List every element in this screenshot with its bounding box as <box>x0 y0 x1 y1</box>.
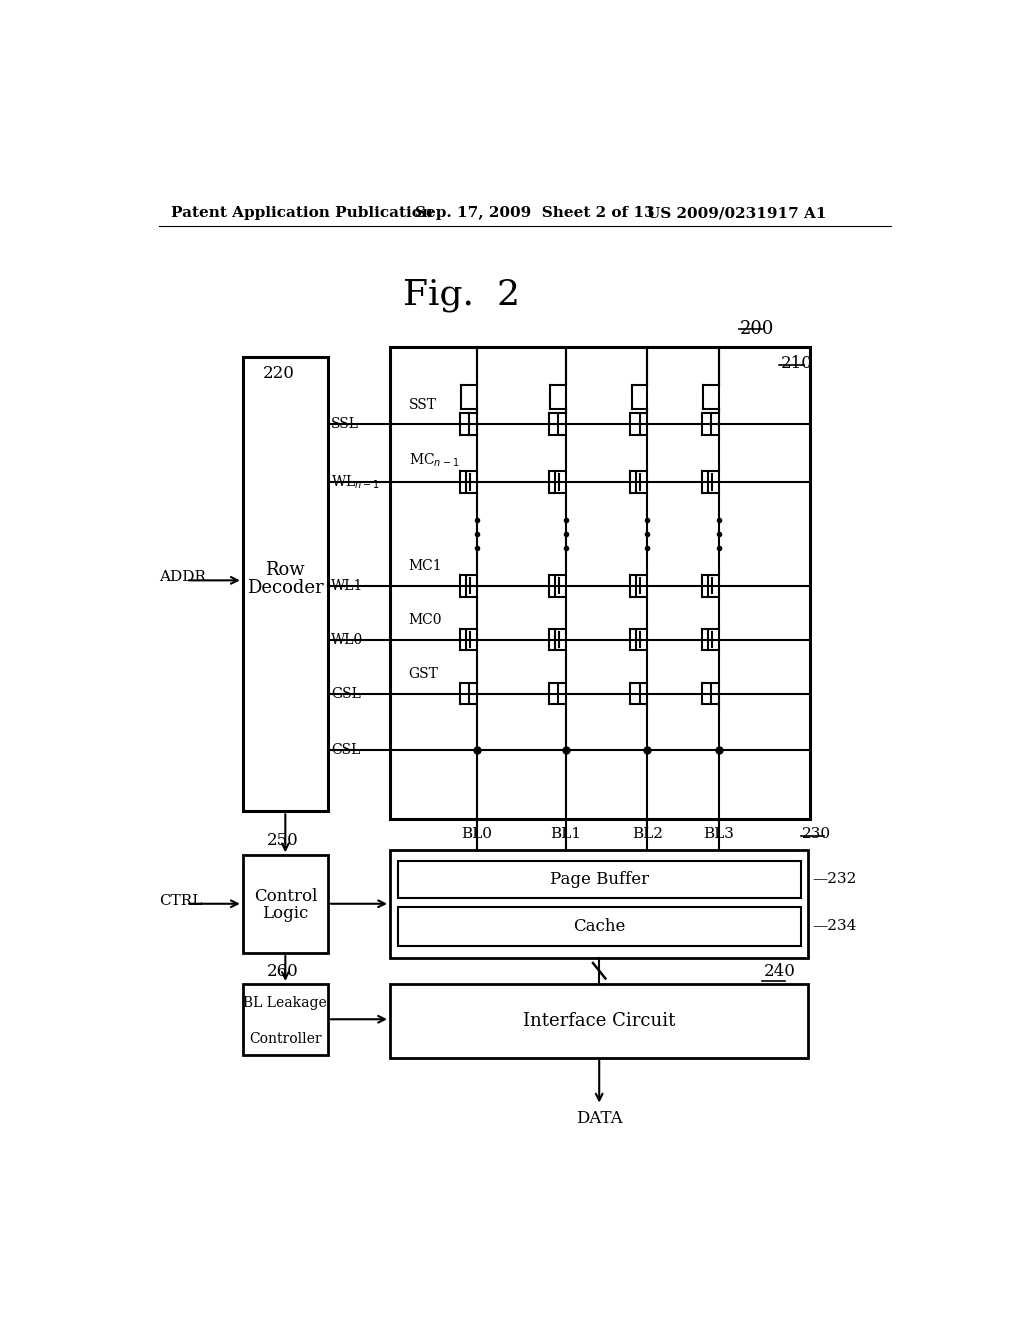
Text: 260: 260 <box>267 964 299 979</box>
Text: 250: 250 <box>267 832 299 849</box>
Bar <box>397 907 801 946</box>
Text: Logic: Logic <box>262 904 308 921</box>
Text: WL$_{n-1}$: WL$_{n-1}$ <box>331 473 380 491</box>
Text: WL1: WL1 <box>331 578 364 593</box>
Bar <box>243 358 328 812</box>
Text: CSL: CSL <box>331 743 360 756</box>
Text: BL Leakage: BL Leakage <box>244 997 328 1010</box>
Bar <box>243 855 328 953</box>
Text: Decoder: Decoder <box>247 579 324 597</box>
Text: BL3: BL3 <box>703 826 734 841</box>
Bar <box>243 983 328 1056</box>
Text: BL2: BL2 <box>632 826 663 841</box>
Text: Row: Row <box>265 561 305 579</box>
Text: Control: Control <box>254 887 317 904</box>
Bar <box>390 347 810 818</box>
Text: Sep. 17, 2009  Sheet 2 of 13: Sep. 17, 2009 Sheet 2 of 13 <box>415 206 654 220</box>
Text: SST: SST <box>409 397 436 412</box>
Text: BL1: BL1 <box>550 826 582 841</box>
Bar <box>397 862 801 898</box>
Text: Interface Circuit: Interface Circuit <box>523 1012 676 1030</box>
Text: GST: GST <box>409 667 438 681</box>
Text: GSL: GSL <box>331 686 360 701</box>
Bar <box>390 850 809 958</box>
Text: MC1: MC1 <box>409 560 442 573</box>
Text: Fig.  2: Fig. 2 <box>402 277 520 312</box>
Text: —234: —234 <box>812 919 857 933</box>
Text: MC0: MC0 <box>409 614 442 627</box>
Text: SSL: SSL <box>331 417 359 432</box>
Text: Patent Application Publication: Patent Application Publication <box>171 206 432 220</box>
Text: 210: 210 <box>780 355 812 372</box>
Text: 200: 200 <box>740 321 774 338</box>
Text: Page Buffer: Page Buffer <box>550 871 649 887</box>
Text: 240: 240 <box>764 964 796 979</box>
Bar <box>390 983 809 1057</box>
Text: WL0: WL0 <box>331 632 364 647</box>
Text: Cache: Cache <box>573 917 626 935</box>
Text: Controller: Controller <box>249 1031 322 1045</box>
Text: CTRL: CTRL <box>159 894 203 908</box>
Text: ADDR: ADDR <box>159 570 206 585</box>
Text: 230: 230 <box>802 826 831 841</box>
Text: MC$_{n-1}$: MC$_{n-1}$ <box>409 451 459 470</box>
Text: BL0: BL0 <box>461 826 493 841</box>
Text: US 2009/0231917 A1: US 2009/0231917 A1 <box>647 206 826 220</box>
Text: —232: —232 <box>812 873 857 886</box>
Text: 220: 220 <box>263 364 295 381</box>
Text: DATA: DATA <box>575 1110 623 1127</box>
